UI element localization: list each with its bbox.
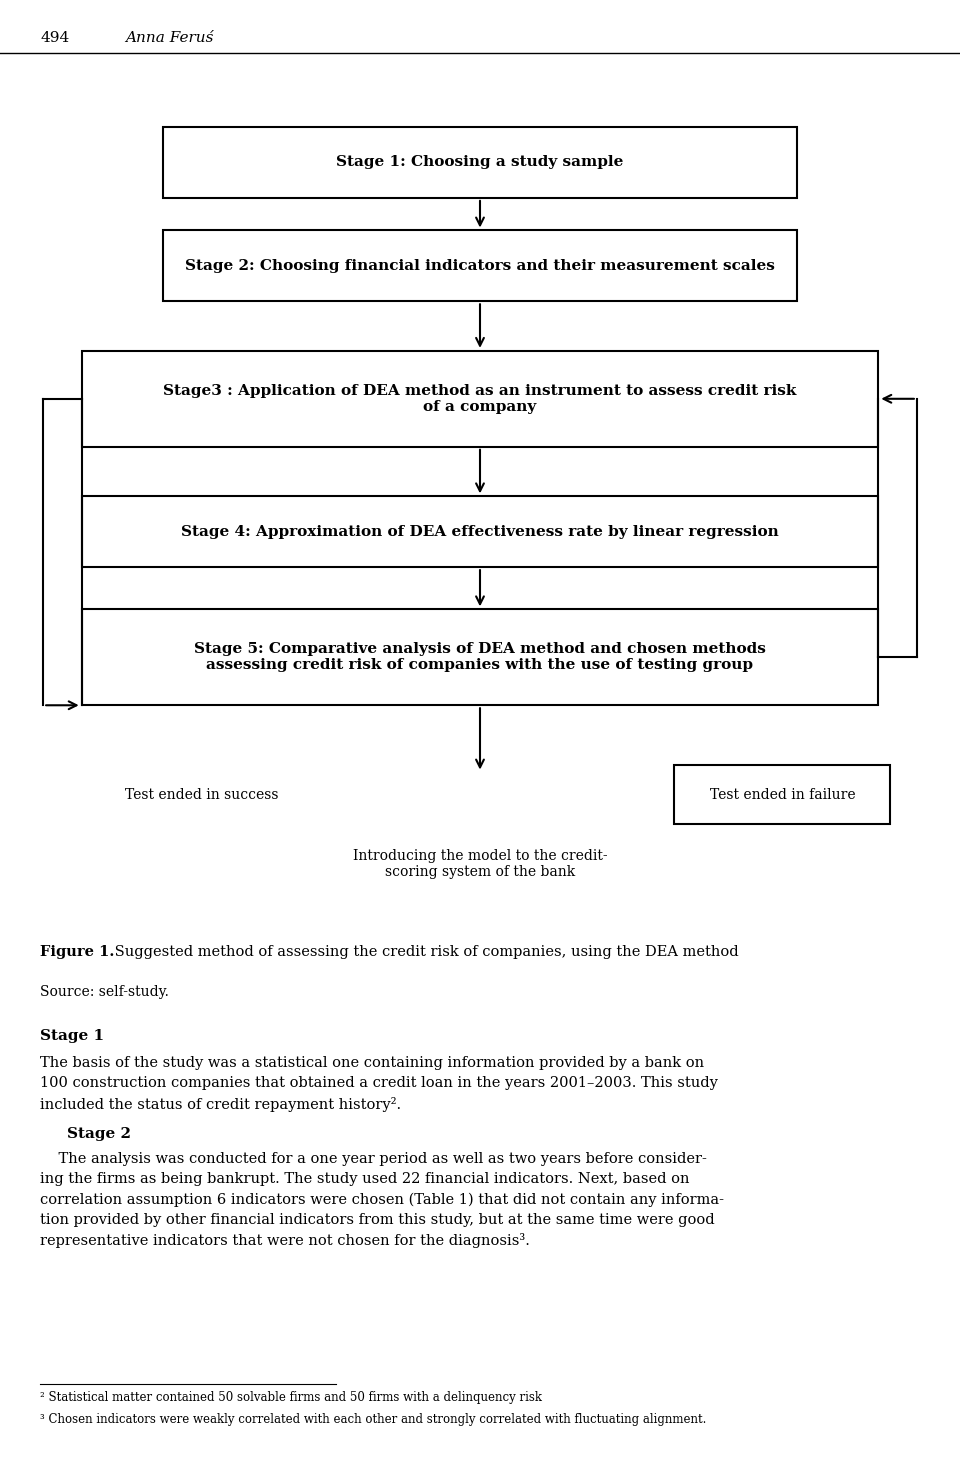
Text: Stage 4: Approximation of DEA effectiveness rate by linear regression: Stage 4: Approximation of DEA effectiven… <box>181 524 779 539</box>
Text: Test ended in success: Test ended in success <box>125 787 278 802</box>
Text: Test ended in failure: Test ended in failure <box>709 787 855 802</box>
Text: The basis of the study was a statistical one containing information provided by : The basis of the study was a statistical… <box>40 1056 718 1112</box>
Text: Source: self-study.: Source: self-study. <box>40 985 169 998</box>
Text: ² Statistical matter contained 50 solvable firms and 50 firms with a delinquency: ² Statistical matter contained 50 solvab… <box>40 1391 542 1405</box>
Text: Stage 2: Stage 2 <box>67 1127 132 1140</box>
Text: Anna Feruś: Anna Feruś <box>125 31 213 46</box>
FancyBboxPatch shape <box>163 127 797 198</box>
Text: 494: 494 <box>40 31 69 46</box>
FancyBboxPatch shape <box>82 496 878 567</box>
FancyBboxPatch shape <box>82 352 878 446</box>
Text: The analysis was conducted for a one year period as well as two years before con: The analysis was conducted for a one yea… <box>40 1152 725 1248</box>
FancyBboxPatch shape <box>674 765 890 824</box>
Text: Stage 5: Comparative analysis of DEA method and chosen methods
assessing credit : Stage 5: Comparative analysis of DEA met… <box>194 642 766 672</box>
Text: Stage 1: Stage 1 <box>40 1029 105 1043</box>
Text: Figure 1.: Figure 1. <box>40 945 114 959</box>
Text: Introducing the model to the credit-
scoring system of the bank: Introducing the model to the credit- sco… <box>352 849 608 879</box>
FancyBboxPatch shape <box>82 609 878 705</box>
Text: Stage 1: Choosing a study sample: Stage 1: Choosing a study sample <box>336 155 624 170</box>
Text: Suggested method of assessing the credit risk of companies, using the DEA method: Suggested method of assessing the credit… <box>110 945 739 959</box>
Text: Stage3 : Application of DEA method as an instrument to assess credit risk
of a c: Stage3 : Application of DEA method as an… <box>163 384 797 414</box>
Text: ³ Chosen indicators were weakly correlated with each other and strongly correlat: ³ Chosen indicators were weakly correlat… <box>40 1413 707 1427</box>
FancyBboxPatch shape <box>163 230 797 301</box>
Text: Stage 2: Choosing financial indicators and their measurement scales: Stage 2: Choosing financial indicators a… <box>185 258 775 273</box>
